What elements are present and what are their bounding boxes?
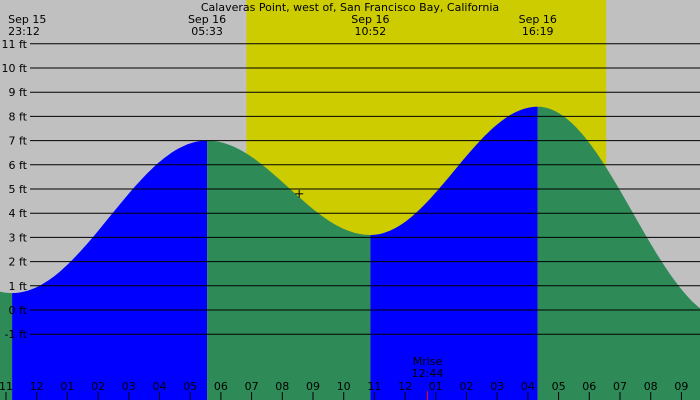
moonrise-label: Mrise [413,355,443,368]
x-tick-label: 03 [490,380,504,393]
y-axis-labels: -1 ft 0 ft 1 ft 2 ft 3 ft 4 ft 5 ft 6 ft 7 ft 8 f… [2,38,28,341]
extreme-date-label: Sep 16 [519,13,557,26]
x-tick-label: 04 [153,380,167,393]
x-tick-label: 11 [367,380,381,393]
y-tick-label: 4 ft [9,207,28,220]
extreme-time-label: 16:19 [522,25,554,38]
x-tick-label: 08 [275,380,289,393]
y-tick-label: 0 ft [9,304,28,317]
y-tick-label: 9 ft [9,86,28,99]
y-tick-label: 7 ft [9,135,28,148]
x-tick-label: 11 [0,380,13,393]
x-tick-label: 09 [674,380,688,393]
extreme-date-label: Sep 16 [351,13,389,26]
y-tick-label: 6 ft [9,159,28,172]
x-tick-label: 06 [582,380,596,393]
y-tick-label: 5 ft [9,183,28,196]
x-tick-label: 07 [613,380,627,393]
extreme-date-label: Sep 16 [188,13,226,26]
x-axis-labels: 11 12 01 02 03 04 05 06 07 08 09 10 11 12 01 02 03 04 05 06… [0,380,688,400]
extreme-time-label: 10:52 [355,25,387,38]
x-tick-label: 02 [460,380,474,393]
y-tick-label: 3 ft [9,231,28,244]
rising-tide-segment [12,140,208,400]
x-tick-label: 05 [183,380,197,393]
x-tick-label: 01 [429,380,443,393]
x-tick-label: 05 [552,380,566,393]
extreme-time-label: 05:33 [191,25,223,38]
x-tick-label: 07 [245,380,259,393]
extreme-time-label: 23:12 [8,25,40,38]
rising-tide-segment [370,106,538,400]
x-tick-label: 09 [306,380,320,393]
x-tick-label: 12 [30,380,44,393]
falling-tide-segment [207,140,371,400]
x-tick-label: 03 [122,380,136,393]
x-tick-label: 02 [91,380,105,393]
x-tick-label: 12 [398,380,412,393]
falling-tide-segment [0,291,13,400]
y-tick-label: 1 ft [9,280,28,293]
chart-title: Calaveras Point, west of, San Francisco … [201,1,499,14]
y-tick-label: 11 ft [2,38,28,51]
x-tick-label: 06 [214,380,228,393]
y-tick-label: -1 ft [5,328,28,341]
x-tick-label: 04 [521,380,535,393]
crosshair-mark [295,189,304,198]
x-tick-label: 01 [60,380,74,393]
extreme-date-label: Sep 15 [8,13,46,26]
horizontal-gridlines [30,43,700,335]
y-tick-label: 8 ft [9,110,28,123]
falling-tide-segment [537,106,700,400]
y-tick-label: 10 ft [2,62,28,75]
x-tick-label: 10 [337,380,351,393]
tide-areas [0,106,700,400]
x-tick-label: 08 [644,380,658,393]
y-tick-label: 2 ft [9,256,28,269]
moonrise-time: 12:44 [412,367,444,380]
